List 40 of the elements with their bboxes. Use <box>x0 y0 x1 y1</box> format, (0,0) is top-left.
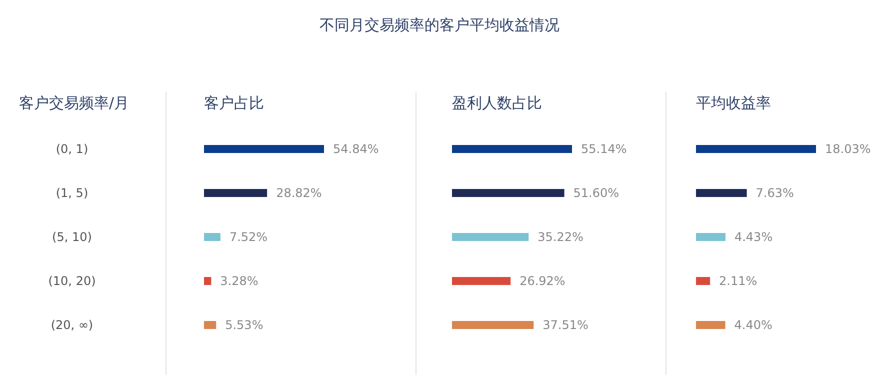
data-label: 54.84% <box>333 142 379 156</box>
y-tick-label: (0, 1) <box>56 142 88 156</box>
bar <box>204 277 212 285</box>
data-label: 26.92% <box>520 274 566 288</box>
chart-title: 盈利人数占比 <box>452 94 542 112</box>
data-label: 4.40% <box>734 318 772 332</box>
data-label: 4.43% <box>734 230 773 244</box>
y-tick-label: (5, 10) <box>52 230 92 244</box>
bar <box>204 145 324 153</box>
data-label: 7.52% <box>229 230 268 244</box>
data-label: 35.22% <box>538 230 584 244</box>
bar <box>696 145 816 153</box>
data-label: 3.28% <box>220 274 258 288</box>
chart-title: 客户占比 <box>204 94 264 112</box>
data-label: 5.53% <box>225 318 264 332</box>
y-tick-label: (20, ∞) <box>50 318 94 332</box>
data-label: 2.11% <box>719 274 758 288</box>
bar <box>696 189 747 197</box>
bar <box>452 189 564 197</box>
bar <box>452 233 529 241</box>
data-label: 55.14% <box>581 142 627 156</box>
bar <box>696 233 726 241</box>
bar <box>204 233 220 241</box>
data-label: 7.63% <box>756 186 794 200</box>
data-label: 51.60% <box>573 186 620 200</box>
text: 不同月交易频率的客户平均收益情况 <box>320 16 560 34</box>
bar <box>204 189 268 197</box>
y-axis-title: 客户交易频率/月 <box>18 94 130 112</box>
data-label: 28.82% <box>276 186 322 200</box>
data-label: 18.03% <box>825 142 871 156</box>
bar <box>452 277 511 285</box>
y-tick-label: (1, 5) <box>56 186 88 200</box>
data-label: 37.51% <box>542 318 588 332</box>
bar <box>452 321 534 329</box>
bar <box>696 277 710 285</box>
chart-title: 平均收益率 <box>696 94 771 112</box>
y-tick-label: (10, 20) <box>48 274 96 288</box>
bar <box>452 145 572 153</box>
bar <box>204 321 216 329</box>
bar <box>696 321 726 329</box>
